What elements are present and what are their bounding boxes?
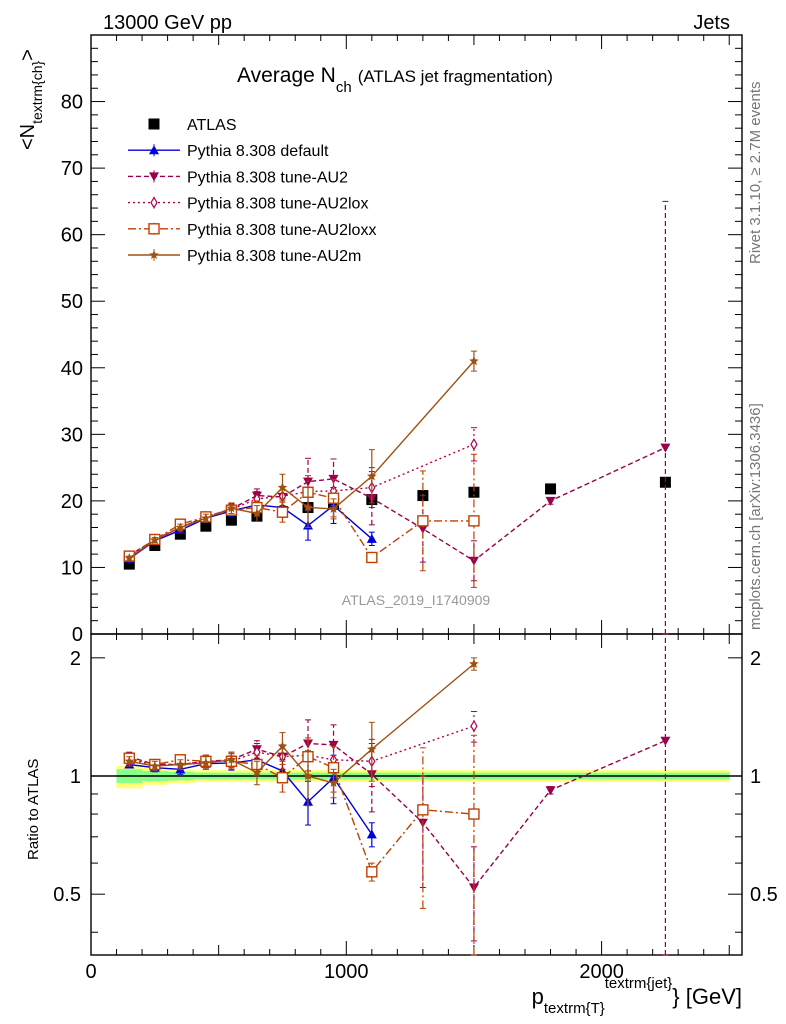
analysis-label: ATLAS_2019_I1740909 (342, 592, 491, 608)
y-tick-label-ratio: 1 (70, 766, 81, 788)
ratio-point-AU2m (226, 754, 237, 764)
point-AU2 (417, 524, 428, 534)
ratio-point-AU2m (201, 757, 211, 767)
legend-marker-AU2loxx (148, 223, 160, 235)
point-ATLAS (545, 483, 557, 495)
point-AU2m (277, 482, 288, 492)
series-line-AU2 (128, 446, 666, 562)
legend: ATLAS Pythia 8.308 default Pythia 8.308 tu… (128, 117, 376, 265)
y-tick-label-ratio-right: 1 (750, 766, 761, 788)
x-tick-label: 1000 (324, 961, 369, 983)
point-AU2 (545, 496, 556, 506)
point-AU2 (468, 556, 479, 566)
main-series (123, 200, 671, 635)
point-AU2loxx (366, 551, 378, 564)
point-AU2m (303, 502, 313, 512)
process-label: 13000 GeV pp (103, 12, 232, 34)
point-AU2m (367, 471, 377, 481)
legend-marker-AU2 (149, 172, 159, 182)
ratio-point-AU2m (150, 761, 160, 771)
legend-marker-AU2lox (150, 196, 158, 209)
ratio-point-AU2m (277, 741, 288, 751)
point-AU2m (150, 535, 160, 545)
point-default (366, 533, 377, 543)
ratio-point-AU2m (303, 771, 313, 781)
point-AU2loxx (468, 515, 480, 527)
ratio-line-AU2loxx (129, 755, 474, 874)
y-axis-label-ratio: Ratio to ATLAS (25, 759, 42, 860)
y-tick-label-main: 70 (61, 158, 83, 180)
ratio-point-AU2 (660, 736, 671, 746)
y-tick-label-main: 80 (61, 92, 83, 114)
point-AU2 (303, 477, 313, 487)
point-AU2m (175, 522, 186, 532)
y-tick-label-main: 60 (61, 225, 83, 247)
point-ATLAS (123, 558, 135, 570)
point-AU2lox (470, 438, 478, 451)
ratio-line-AU2lox (129, 725, 475, 766)
point-AU2m (226, 503, 237, 513)
ratio-panel-frame (90, 633, 743, 956)
legend-label-ATLAS: ATLAS (187, 117, 237, 134)
ratio-point-AU2m (124, 756, 134, 766)
point-ATLAS (200, 520, 212, 532)
legend-label-AU2m: Pythia 8.308 tune-AU2m (187, 248, 361, 265)
point-AU2m (252, 508, 262, 518)
y-tick-label-main: 10 (61, 557, 83, 579)
y-tick-label-ratio: 0.5 (53, 884, 81, 906)
point-AU2m (328, 503, 339, 513)
y-tick-label-main: 30 (61, 424, 83, 446)
x-tick-label: 2000 (579, 961, 624, 983)
y-tick-label-ratio: 2 (70, 648, 81, 670)
point-AU2m (124, 553, 134, 563)
series-line-default (128, 504, 373, 560)
ratio-point-default (366, 829, 377, 839)
ratio-point-AU2loxx (276, 772, 289, 784)
ratio-point-AU2m (328, 778, 339, 787)
ratio-point-AU2loxx (468, 808, 480, 820)
point-AU2m (201, 513, 211, 523)
legend-label-default: Pythia 8.308 default (187, 143, 329, 160)
ratio-point-AU2m (252, 767, 262, 777)
x-axis-label: ptextrm{T}textrm{jet}} [GeV] (532, 975, 742, 1017)
uncertainty-band (91, 766, 742, 789)
legend-marker-default (149, 145, 159, 155)
point-ATLAS (659, 476, 671, 488)
ratio-point-AU2loxx (366, 866, 378, 878)
point-AU2loxx (276, 506, 289, 518)
plot-title: Average Nch(ATLAS jet fragmentation) (237, 64, 553, 96)
y-tick-label-ratio-right: 2 (750, 648, 761, 670)
point-AU2m (469, 356, 479, 366)
rivet-label: Rivet 3.1.10, ≥ 2.7M events (747, 82, 764, 265)
legend-label-AU2lox: Pythia 8.308 tune-AU2lox (187, 196, 368, 213)
mcplots-label: mcplots.cern.ch [arXiv:1306.3436] (747, 403, 764, 630)
ratio-series (123, 633, 671, 956)
category-label: Jets (693, 12, 730, 34)
legend-marker-AU2m (149, 250, 159, 259)
ratio-point-AU2loxx (417, 804, 429, 816)
ratio-line-default (129, 759, 373, 835)
point-ATLAS (225, 514, 237, 526)
ratio-point-AU2 (545, 786, 556, 796)
y-tick-label-main: 20 (61, 491, 83, 513)
y-tick-label-main: 50 (61, 291, 83, 313)
y-tick-label-main: 0 (72, 624, 83, 646)
ratio-point-AU2m (175, 759, 186, 769)
point-ATLAS (468, 486, 480, 498)
point-AU2loxx (417, 515, 429, 527)
y-tick-label-ratio-right: 0.5 (750, 884, 778, 906)
ratio-point-AU2m (469, 658, 479, 668)
y-axis-label-main: <Ntextrm{ch}> (17, 49, 45, 150)
x-tick-label: 0 (85, 961, 96, 983)
legend-label-AU2loxx: Pythia 8.308 tune-AU2loxx (187, 222, 376, 239)
legend-label-AU2: Pythia 8.308 tune-AU2 (187, 169, 348, 186)
ratio-point-AU2lox (470, 719, 478, 733)
ratio-point-AU2m (367, 744, 377, 754)
point-AU2 (660, 443, 671, 453)
y-tick-label-main: 40 (61, 358, 83, 380)
legend-marker-ATLAS (148, 118, 160, 130)
